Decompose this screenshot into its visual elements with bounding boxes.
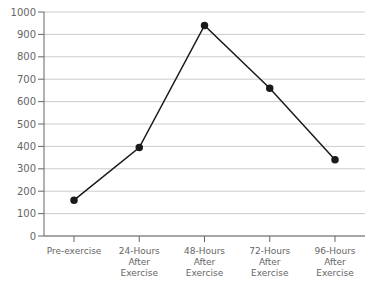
svg-text:96-HoursAfterExercise: 96-HoursAfterExercise bbox=[314, 246, 355, 278]
svg-text:100: 100 bbox=[17, 208, 36, 219]
svg-text:48-HoursAfterExercise: 48-HoursAfterExercise bbox=[184, 246, 225, 278]
svg-text:500: 500 bbox=[17, 119, 36, 130]
svg-text:1000: 1000 bbox=[11, 7, 36, 18]
svg-text:Pre-exercise: Pre-exercise bbox=[47, 246, 102, 256]
svg-text:24-HoursAfterExercise: 24-HoursAfterExercise bbox=[119, 246, 160, 278]
svg-text:0: 0 bbox=[30, 231, 36, 242]
svg-text:300: 300 bbox=[17, 163, 36, 174]
svg-text:200: 200 bbox=[17, 186, 36, 197]
svg-text:72-HoursAfterExercise: 72-HoursAfterExercise bbox=[249, 246, 290, 278]
svg-text:700: 700 bbox=[17, 74, 36, 85]
svg-text:800: 800 bbox=[17, 51, 36, 62]
svg-text:600: 600 bbox=[17, 96, 36, 107]
svg-text:400: 400 bbox=[17, 141, 36, 152]
svg-text:900: 900 bbox=[17, 29, 36, 40]
